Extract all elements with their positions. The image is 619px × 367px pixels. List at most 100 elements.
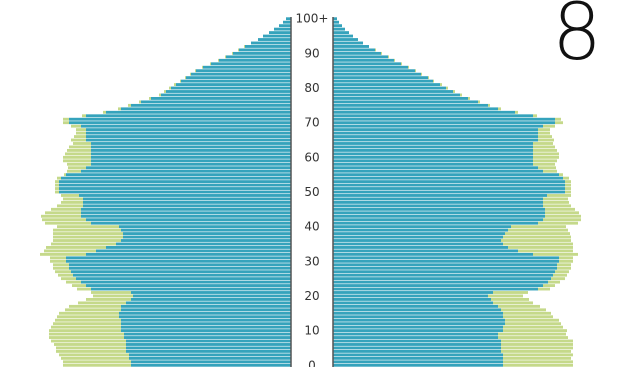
- right-excess-bar-age-84: [421, 72, 422, 76]
- left-base-bar-age-76: [141, 100, 291, 104]
- left-base-bar-age-4: [126, 349, 291, 353]
- left-excess-bar-age-29: [53, 263, 69, 267]
- right-base-bar-age-75: [333, 103, 488, 107]
- left-base-bar-age-37: [123, 235, 291, 239]
- right-excess-bar-age-62: [533, 148, 557, 152]
- left-excess-bar-age-87: [210, 62, 211, 66]
- left-excess-bar-age-32: [40, 252, 86, 256]
- right-base-bar-age-76: [333, 100, 478, 104]
- right-excess-bar-age-64: [533, 142, 553, 145]
- left-base-bar-age-51: [59, 187, 291, 190]
- left-base-bar-age-55: [66, 173, 291, 177]
- right-base-bar-age-20: [333, 294, 488, 298]
- left-base-bar-age-3: [129, 353, 291, 357]
- right-base-bar-age-17: [333, 304, 498, 308]
- left-base-bar-age-82: [181, 79, 291, 83]
- right-base-bar-age-66: [333, 135, 538, 138]
- left-excess-bar-age-6: [54, 343, 126, 346]
- left-base-bar-age-64: [91, 142, 291, 145]
- left-excess-bar-age-59: [63, 159, 91, 163]
- right-base-bar-age-96: [333, 31, 349, 35]
- left-base-bar-age-67: [86, 131, 291, 135]
- age-tick-label: 30: [304, 254, 319, 268]
- right-base-bar-age-35: [333, 242, 503, 246]
- right-excess-bar-age-3: [503, 353, 573, 357]
- right-base-bar-age-78: [333, 93, 460, 97]
- right-base-bar-age-44: [333, 211, 545, 215]
- center-axis-lines: [290, 17, 334, 367]
- left-excess-bar-age-42: [42, 218, 86, 222]
- right-excess-bar-age-18: [493, 301, 533, 305]
- left-base-bar-age-90: [233, 51, 291, 55]
- age-tick-label: 90: [304, 46, 319, 60]
- left-base-bar-age-44: [81, 211, 291, 215]
- right-excess-bar-age-31: [559, 256, 573, 260]
- left-excess-bar-age-78: [159, 93, 161, 97]
- right-excess-bar-age-50: [565, 190, 571, 194]
- right-base-bar-age-95: [333, 34, 353, 38]
- left-excess-bar-age-57: [68, 166, 86, 170]
- right-excess-bar-age-9: [498, 332, 566, 336]
- left-base-bar-age-75: [131, 103, 291, 107]
- right-excess-bar-age-49: [547, 194, 571, 197]
- left-excess-bar-age-23: [72, 284, 86, 287]
- left-base-bar-age-23: [86, 284, 291, 287]
- left-excess-bar-age-36: [53, 239, 121, 242]
- age-tick-label: 60: [304, 150, 319, 164]
- left-excess-bar-age-37: [53, 235, 123, 239]
- right-excess-bar-age-68: [538, 128, 550, 132]
- left-base-bar-age-49: [79, 194, 291, 197]
- right-base-bar-age-33: [333, 249, 518, 253]
- right-base-bar-age-48: [333, 197, 543, 201]
- left-excess-bar-age-14: [57, 315, 119, 319]
- left-excess-bar-age-4: [56, 349, 126, 353]
- right-base-bar-age-2: [333, 356, 503, 360]
- right-excess-bar-age-11: [503, 325, 563, 329]
- left-base-bar-age-97: [274, 27, 291, 31]
- left-excess-bar-age-0: [63, 363, 131, 367]
- left-base-bar-age-96: [269, 31, 291, 35]
- right-base-bar-age-3: [333, 353, 503, 357]
- right-base-bar-age-47: [333, 200, 543, 204]
- right-excess-bar-age-57: [538, 166, 556, 170]
- left-excess-bar-age-7: [51, 339, 126, 343]
- right-base-bar-age-25: [333, 277, 551, 281]
- left-excess-bar-age-68: [76, 128, 86, 132]
- right-excess-bar-age-32: [533, 252, 578, 256]
- right-base-bar-age-6: [333, 343, 501, 346]
- left-base-bar-age-65: [86, 138, 291, 142]
- right-excess-bar-age-46: [543, 204, 571, 208]
- left-base-bar-age-66: [86, 135, 291, 138]
- right-excess-bar-age-86: [408, 65, 409, 69]
- right-base-bar-age-5: [333, 346, 501, 350]
- age-tick-label: 100+: [296, 12, 329, 26]
- right-base-bar-age-79: [333, 90, 453, 93]
- right-base-bar-age-24: [333, 280, 548, 284]
- right-excess-bar-age-52: [565, 183, 571, 187]
- left-excess-bar-age-2: [61, 356, 129, 360]
- left-base-bar-age-98: [279, 24, 291, 28]
- left-base-bar-age-28: [69, 266, 291, 270]
- right-excess-bar-age-79: [453, 90, 455, 93]
- right-base-bar-age-46: [333, 204, 543, 208]
- right-excess-bar-age-42: [543, 218, 581, 222]
- left-excess-bar-age-39: [53, 228, 121, 232]
- left-base-bar-age-99: [283, 20, 291, 24]
- right-excess-bar-age-72: [533, 114, 537, 118]
- right-excess-bar-age-28: [557, 266, 571, 270]
- left-excess-bar-age-79: [164, 90, 166, 93]
- left-excess-bar-age-28: [53, 266, 69, 270]
- age-tick-labels: 0 10 20 30 40 50 60 70 80 90 100+: [296, 12, 329, 367]
- right-base-bar-age-41: [333, 221, 538, 225]
- left-base-bar-age-61: [91, 152, 291, 156]
- right-base-bar-age-60: [333, 155, 533, 159]
- right-excess-bar-age-63: [533, 145, 555, 149]
- right-excess-bar-age-29: [557, 263, 571, 267]
- left-base-bar-age-0: [131, 363, 291, 367]
- left-excess-bar-age-18: [78, 301, 126, 305]
- right-excess-bar-age-78: [460, 93, 462, 97]
- right-excess-bar-age-1: [503, 360, 573, 364]
- left-base-bar-age-5: [126, 346, 291, 350]
- right-base-bar-age-94: [333, 38, 358, 41]
